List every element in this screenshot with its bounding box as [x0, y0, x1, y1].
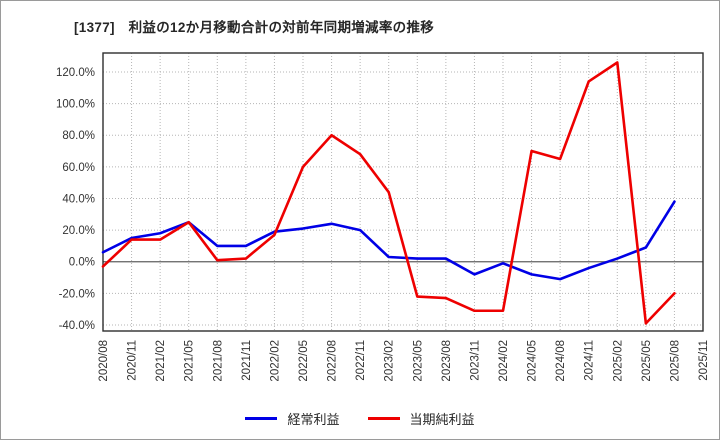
x-tick-label: 2022/02 — [269, 340, 281, 382]
y-tick-label: -20.0% — [59, 288, 95, 300]
x-tick-label: 2023/05 — [412, 340, 424, 382]
x-tick-label: 2021/02 — [155, 340, 167, 382]
legend-item-ordinary-profit: 経常利益 — [245, 409, 340, 428]
legend: 経常利益 当期純利益 — [1, 409, 719, 428]
y-tick-label: 40.0% — [62, 193, 95, 205]
chart-title: [1377] 利益の12か月移動合計の対前年同期増減率の推移 — [74, 20, 435, 35]
y-tick-label: 120.0% — [56, 67, 95, 79]
x-tick-label: 2023/02 — [384, 340, 396, 382]
x-tick-label: 2022/11 — [355, 340, 367, 381]
series-line-net-profit — [101, 61, 676, 325]
x-tick-label: 2020/11 — [127, 340, 139, 381]
x-tick-label: 2020/08 — [98, 340, 110, 382]
x-tick-label: 2023/08 — [441, 340, 453, 382]
x-tick-label: 2022/08 — [327, 340, 339, 382]
x-tick-label: 2022/05 — [298, 340, 310, 382]
legend-label-net-profit: 当期純利益 — [409, 412, 475, 427]
x-tick-label: 2024/11 — [584, 340, 596, 381]
x-tick-label: 2024/02 — [498, 340, 510, 382]
legend-item-net-profit: 当期純利益 — [367, 409, 475, 428]
plot-border — [102, 52, 704, 332]
y-tick-label: 20.0% — [62, 225, 95, 237]
x-tick-label: 2023/11 — [469, 340, 481, 381]
x-tick-label: 2025/02 — [612, 340, 624, 382]
y-tick-label: 80.0% — [62, 130, 95, 142]
y-tick-label: -40.0% — [59, 320, 95, 332]
x-tick-label: 2024/08 — [555, 340, 567, 382]
y-tick-label: 0.0% — [69, 257, 95, 269]
x-tick-label: 2021/08 — [212, 340, 224, 382]
x-tick-label: 2025/11 — [698, 340, 710, 381]
legend-label-ordinary-profit: 経常利益 — [287, 412, 340, 427]
x-tick-label: 2021/05 — [184, 340, 196, 382]
y-tick-label: 100.0% — [56, 99, 95, 111]
series-line-ordinary-profit — [101, 200, 676, 281]
x-tick-label: 2024/05 — [527, 340, 539, 382]
legend-line-red — [367, 417, 400, 420]
x-tick-label: 2021/11 — [241, 340, 253, 381]
x-tick-label: 2025/05 — [641, 340, 653, 382]
y-tick-label: 60.0% — [62, 162, 95, 174]
x-tick-label: 2025/08 — [669, 340, 681, 382]
legend-line-blue — [245, 417, 278, 420]
